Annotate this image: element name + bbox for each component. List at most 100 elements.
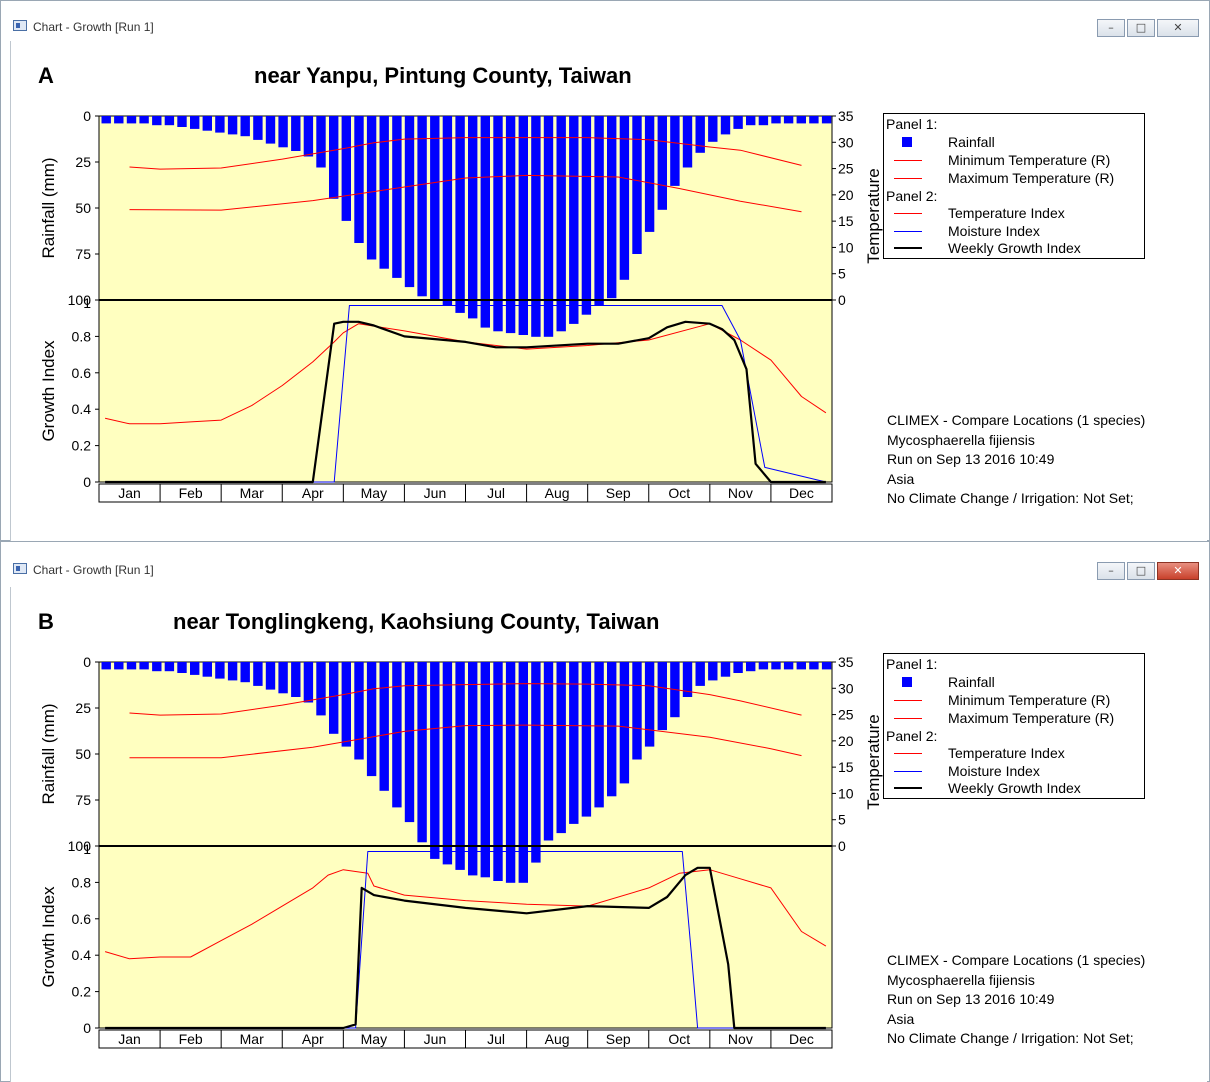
month-label: Sep	[606, 485, 631, 501]
panel-letter: B	[38, 609, 54, 634]
rainfall-bar	[809, 116, 819, 124]
maximize-button[interactable]: □	[1127, 19, 1155, 37]
rainfall-bar	[278, 662, 288, 694]
moisture-index-line	[105, 305, 827, 483]
weekly-growth-index-line	[105, 320, 826, 484]
maximize-button[interactable]: □	[1127, 562, 1155, 580]
rainfall-bar	[329, 662, 339, 734]
month-label: Jan	[118, 485, 141, 501]
rainfall-bar	[101, 116, 111, 124]
rainfall-tick-label: 0	[83, 108, 91, 124]
chart-window-a: Chart - Growth [Run 1] – □ ✕ A near Yanp…	[0, 0, 1210, 541]
rainfall-bar	[442, 662, 453, 865]
legend-item-min-temp: Minimum Temperature (R)	[886, 692, 1142, 710]
rainfall-bar	[164, 662, 175, 672]
rainfall-bar	[695, 662, 705, 686]
rainfall-bar	[569, 662, 579, 824]
growth-chart: 0 25 50 75 100 0 5 10 15 20 25 30 35 0 0.2 0.4 0.6 0.8 1 Ra…	[39, 108, 883, 503]
rainfall-bar	[227, 662, 238, 681]
window-controls: – □ ✕	[1095, 562, 1199, 580]
rainfall-tick-label: 50	[75, 200, 91, 216]
legend-item-max-temp: Maximum Temperature (R)	[886, 710, 1142, 728]
rainfall-bar	[265, 116, 276, 144]
temperature-tick-label: 0	[838, 292, 846, 308]
month-label: Apr	[302, 485, 324, 501]
month-label: Mar	[240, 485, 264, 501]
rainfall-bar	[417, 116, 427, 297]
rainfall-bar	[708, 116, 718, 142]
weekly-growth-index-swatch	[894, 787, 922, 789]
title-bar[interactable]: Chart - Growth [Run 1] – □ ✕	[1, 554, 1209, 582]
legend: Panel 1: Rainfall Minimum Temperature (R…	[883, 653, 1145, 799]
rainfall-bar	[114, 662, 124, 670]
minimize-button[interactable]: –	[1097, 19, 1125, 37]
temperature-tick-label: 15	[838, 213, 854, 229]
rainfall-bar	[253, 662, 263, 686]
month-label: Dec	[789, 485, 814, 501]
growth-index-tick-label: 1	[83, 841, 91, 857]
window-title: Chart - Growth [Run 1]	[33, 20, 154, 34]
rainfall-bar	[240, 116, 250, 137]
growth-index-tick-label: 0.6	[72, 365, 92, 381]
rainfall-bar	[430, 116, 440, 300]
minimize-button[interactable]: –	[1097, 562, 1125, 580]
rainfall-bar	[796, 116, 806, 124]
rainfall-bar	[379, 662, 389, 791]
rainfall-bar	[480, 662, 490, 878]
month-label: Apr	[302, 1031, 324, 1047]
temperature-tick-label: 20	[838, 187, 854, 203]
run-info-line: Asia	[887, 470, 915, 487]
temperature-tick-label: 25	[838, 707, 854, 723]
rainfall-bar	[531, 116, 541, 337]
rainfall-bar	[139, 662, 149, 670]
month-label: Feb	[179, 485, 203, 501]
rainfall-bar	[417, 662, 427, 843]
rainfall-bar	[114, 116, 124, 124]
rainfall-bar	[581, 662, 592, 817]
rainfall-bar	[758, 116, 769, 126]
rainfall-bar	[468, 116, 478, 319]
rainfall-tick-label: 25	[75, 700, 91, 716]
run-info-line: Run on Sep 13 2016 10:49	[887, 451, 1055, 467]
legend-item-rainfall: Rainfall	[886, 674, 1136, 692]
chart-window-icon	[13, 563, 27, 574]
rainfall-bar	[695, 116, 705, 153]
month-label: Nov	[728, 1031, 753, 1047]
min-temperature-line	[129, 724, 802, 759]
rainfall-bar	[392, 662, 402, 808]
rainfall-bar	[505, 662, 516, 883]
rainfall-bar	[619, 662, 630, 784]
rainfall-swatch	[902, 137, 912, 147]
temperature-tick-label: 10	[838, 239, 854, 255]
rainfall-tick-label: 75	[75, 792, 91, 808]
run-info-line: Mycosphaerella fijiensis	[887, 971, 1035, 988]
rainfall-bar	[190, 116, 200, 129]
legend-item-max-temp: Maximum Temperature (R)	[886, 170, 1142, 188]
rainfall-bar	[708, 662, 718, 681]
rainfall-bar	[265, 662, 276, 690]
temperature-tick-label: 25	[838, 161, 854, 177]
close-button[interactable]: ✕	[1157, 562, 1199, 580]
title-bar[interactable]: Chart - Growth [Run 1] – □ ✕	[1, 11, 1209, 39]
chart-window-icon	[13, 20, 27, 31]
rainfall-bar	[392, 116, 402, 278]
rainfall-bar	[480, 116, 490, 328]
close-button[interactable]: ✕	[1157, 19, 1199, 37]
rainfall-bar	[126, 116, 137, 124]
month-label: Nov	[728, 485, 753, 501]
rainfall-bar	[354, 116, 364, 243]
rainfall-tick-label: 100	[68, 292, 92, 308]
legend-panel2-header: Panel 2:	[886, 188, 938, 204]
temperature-index-swatch	[894, 213, 922, 214]
rainfall-bar	[594, 116, 604, 306]
run-info-line: No Climate Change / Irrigation: Not Set;	[887, 1030, 1134, 1046]
rainfall-bar	[152, 116, 162, 126]
rainfall-bar	[632, 662, 642, 760]
rainfall-axis-title: Rainfall (mm)	[39, 703, 58, 804]
rainfall-bar	[619, 116, 630, 280]
rainfall-bar	[227, 116, 238, 135]
rainfall-bar	[341, 662, 351, 747]
rainfall-bar	[821, 662, 832, 670]
legend-item-rainfall: Rainfall	[886, 134, 1136, 152]
run-info-line: CLIMEX - Compare Locations (1 species)	[887, 412, 1146, 428]
